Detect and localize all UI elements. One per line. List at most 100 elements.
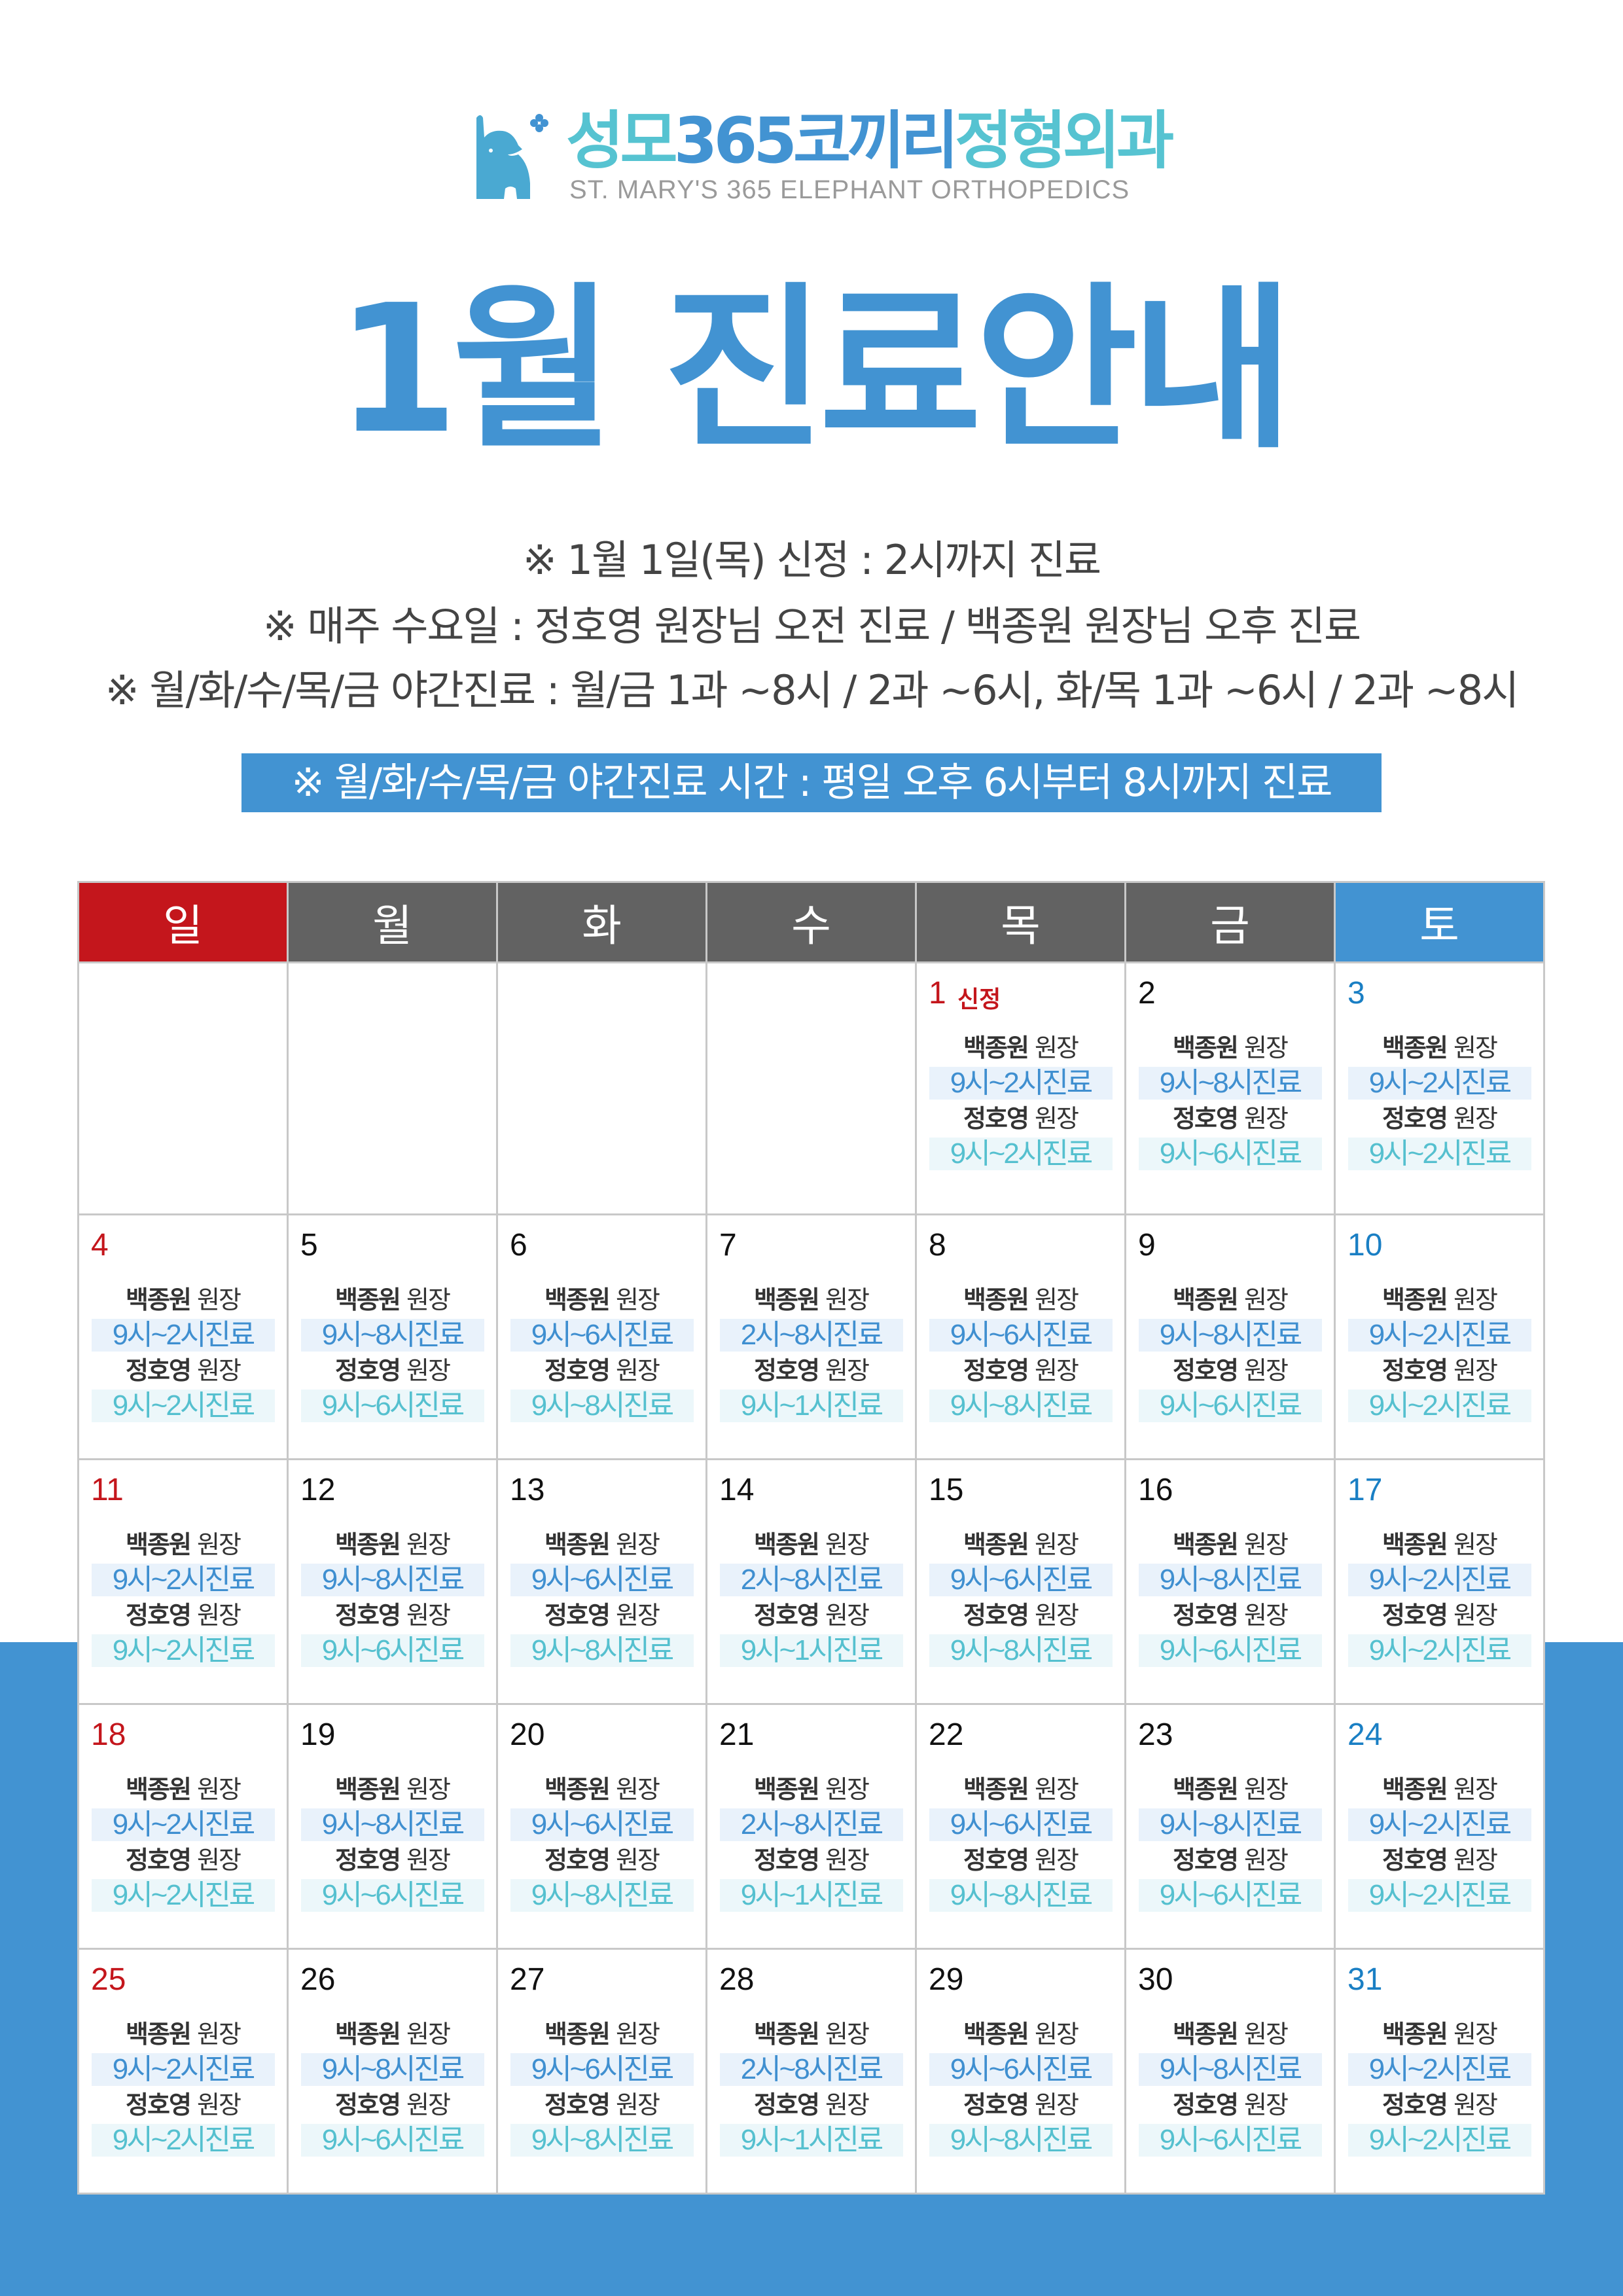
clinic-hours: 9시~6시진료 [929,2053,1113,2086]
doctor-name: 정호영 원장 [289,1352,496,1390]
calendar-day-cell: 12 백종원 원장 9시~8시진료 정호영 원장 9시~6시진료 [287,1458,498,1705]
doctor-name: 백종원 원장 [289,1770,496,1808]
doctor-name-text: 정호영 [963,1356,1029,1385]
doctor-name: 정호영 원장 [498,1596,705,1634]
doctor-name: 백종원 원장 [1126,1770,1334,1808]
doctor-title: 원장 [1035,2090,1079,2119]
calendar-day-cell: 8 백종원 원장 9시~6시진료 정호영 원장 9시~8시진료 [915,1213,1126,1460]
doctor-name-text: 백종원 [1382,1033,1448,1062]
doctor-name: 백종원 원장 [917,1029,1124,1067]
calendar-day-cell: 15 백종원 원장 9시~6시진료 정호영 원장 9시~8시진료 [915,1458,1126,1705]
doctor-title: 원장 [1244,1775,1289,1804]
doctor-name-text: 백종원 [1382,2020,1448,2049]
doctor-title: 원장 [616,1356,660,1385]
doctor-name: 백종원 원장 [79,1770,287,1808]
doctor-title: 원장 [616,1775,660,1804]
calendar-day-cell: 26 백종원 원장 9시~8시진료 정호영 원장 9시~6시진료 [287,1948,498,2195]
day-number: 27 [510,1962,545,1997]
doctor-title: 원장 [1035,1775,1079,1804]
logo-text-1: 성모 [566,104,678,177]
day-number: 3 [1347,976,1365,1011]
calendar-day-cell: 1 신정 백종원 원장 9시~2시진료 정호영 원장 9시~2시진료 [915,961,1126,1215]
doctor-name: 백종원 원장 [1126,2015,1334,2053]
day-number: 28 [719,1962,755,1997]
calendar-day-cell: 13 백종원 원장 9시~6시진료 정호영 원장 9시~8시진료 [496,1458,707,1705]
empty-day-cell [287,961,498,1215]
clinic-hours: 9시~2시진료 [1347,1564,1531,1596]
doctor-name: 정호영 원장 [707,1841,915,1879]
doctor-name: 정호영 원장 [1126,1841,1334,1879]
day-number: 12 [300,1473,336,1507]
doctor-name: 정호영 원장 [289,1596,496,1634]
day-number: 14 [719,1473,755,1507]
doctor-schedule: 백종원 원장 9시~2시진료 정호영 원장 9시~2시진료 [79,2015,287,2157]
doctor-name: 정호영 원장 [289,2086,496,2124]
day-number: 15 [929,1473,964,1507]
day-number: 25 [91,1962,126,1997]
clinic-hours: 2시~8시진료 [719,1564,903,1596]
doctor-name-text: 정호영 [1382,1846,1448,1874]
clinic-hours: 9시~1시진료 [719,1634,903,1667]
doctor-title: 원장 [825,1356,870,1385]
doctor-schedule: 백종원 원장 9시~2시진료 정호영 원장 9시~2시진료 [79,1526,287,1667]
doctor-title: 원장 [197,1775,241,1804]
weekday-header: 일 [77,881,289,963]
day-number: 23 [1138,1717,1173,1752]
weekday-header: 금 [1124,881,1336,963]
holiday-label: 신정 [957,986,1001,1013]
doctor-title: 원장 [825,2090,870,2119]
calendar-day-cell: 23 백종원 원장 9시~8시진료 정호영 원장 9시~6시진료 [1124,1703,1336,1950]
doctor-title: 원장 [1244,1601,1289,1630]
empty-day-cell [77,961,289,1215]
doctor-name-text: 정호영 [1173,1104,1239,1133]
doctor-name: 정호영 원장 [707,1596,915,1634]
doctor-schedule: 백종원 원장 9시~2시진료 정호영 원장 9시~2시진료 [1336,1770,1543,1912]
doctor-name: 정호영 원장 [917,1352,1124,1390]
doctor-title: 원장 [1035,1601,1079,1630]
doctor-name-text: 백종원 [1173,1530,1239,1559]
doctor-name-text: 백종원 [335,1285,401,1314]
doctor-title: 원장 [1454,1601,1498,1630]
calendar-day-cell: 4 백종원 원장 9시~2시진료 정호영 원장 9시~2시진료 [77,1213,289,1460]
clinic-hours: 9시~6시진료 [1138,1138,1322,1170]
clinic-hours: 9시~6시진료 [300,1879,484,1912]
doctor-name-text: 정호영 [544,2090,611,2119]
day-number: 10 [1347,1228,1383,1263]
doctor-name-text: 정호영 [544,1601,611,1630]
doctor-title: 원장 [616,2020,660,2049]
clinic-hours: 9시~2시진료 [91,2053,275,2086]
doctor-name-text: 백종원 [544,2020,611,2049]
doctor-schedule: 백종원 원장 9시~2시진료 정호영 원장 9시~2시진료 [1336,1281,1543,1422]
doctor-schedule: 백종원 원장 9시~2시진료 정호영 원장 9시~2시진료 [1336,2015,1543,2157]
clinic-hours: 9시~2시진료 [91,1564,275,1596]
doctor-schedule: 백종원 원장 9시~2시진료 정호영 원장 9시~2시진료 [1336,1526,1543,1667]
notice-line: ※ 월/화/수/목/금 야간진료 : 월/금 1과 ~8시 / 2과 ~6시, … [105,666,1519,714]
doctor-schedule: 백종원 원장 9시~6시진료 정호영 원장 9시~8시진료 [917,1770,1124,1912]
clinic-hours: 9시~8시진료 [510,1879,694,1912]
doctor-name-text: 정호영 [335,1601,401,1630]
page-title: 1월 진료안내 [336,266,1294,473]
doctor-title: 원장 [1244,1356,1289,1385]
doctor-name: 백종원 원장 [707,1526,915,1564]
day-number: 30 [1138,1962,1173,1997]
doctor-name: 백종원 원장 [917,1770,1124,1808]
doctor-name-text: 정호영 [126,1601,192,1630]
clinic-hours: 9시~2시진료 [1347,1390,1531,1422]
doctor-title: 원장 [197,1356,241,1385]
day-number: 26 [300,1962,336,1997]
day-number: 20 [510,1717,545,1752]
doctor-schedule: 백종원 원장 9시~2시진료 정호영 원장 9시~2시진료 [79,1281,287,1422]
doctor-name: 정호영 원장 [1336,1100,1543,1138]
doctor-name: 백종원 원장 [289,1526,496,1564]
calendar-day-cell: 28 백종원 원장 2시~8시진료 정호영 원장 9시~1시진료 [705,1948,917,2195]
doctor-title: 원장 [406,2090,451,2119]
doctor-schedule: 백종원 원장 9시~8시진료 정호영 원장 9시~6시진료 [1126,1029,1334,1170]
weekday-header: 토 [1334,881,1545,963]
doctor-schedule: 백종원 원장 9시~2시진료 정호영 원장 9시~2시진료 [917,1029,1124,1170]
doctor-name-text: 백종원 [126,1775,192,1804]
doctor-name: 정호영 원장 [1126,2086,1334,2124]
clinic-hours: 9시~8시진료 [1138,1067,1322,1100]
doctor-name-text: 백종원 [963,1530,1029,1559]
calendar-day-cell: 3 백종원 원장 9시~2시진료 정호영 원장 9시~2시진료 [1334,961,1545,1215]
clinic-hours: 9시~8시진료 [300,1319,484,1352]
